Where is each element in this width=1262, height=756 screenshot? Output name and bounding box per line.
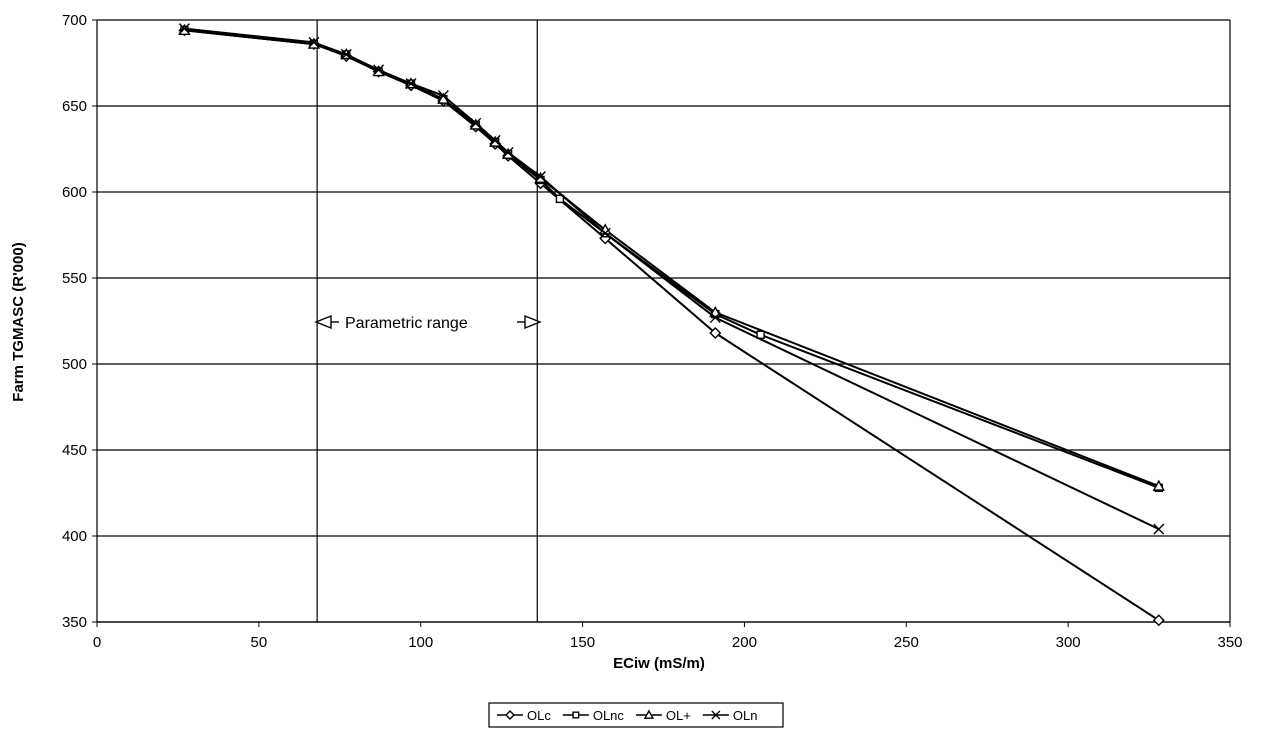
legend-label-OL+: OL+: [666, 708, 691, 723]
point-OLn-2: [340, 48, 352, 60]
legend-item-OLnc: OLnc: [562, 708, 625, 723]
series-line-OLnc: [184, 29, 1160, 489]
legend-marker-OLc: [505, 710, 515, 720]
y-tick-label-350: 350: [62, 614, 87, 631]
point-OLn-5: [437, 90, 449, 102]
y-tick-labels: 350 400 450 500 550 600 650 700: [62, 12, 97, 631]
legend-item-OL+: OL+: [635, 708, 691, 723]
x-tick-label-250: 250: [894, 634, 919, 651]
y-tick-label-450: 450: [62, 442, 87, 459]
parametric-range-label: Parametric range: [345, 315, 468, 332]
x-tick-label-150: 150: [570, 634, 595, 651]
point-OLn-0: [178, 23, 190, 35]
series-group: [178, 23, 1165, 627]
point-OLnc-10: [555, 194, 565, 204]
point-OL+-12: [1152, 479, 1165, 491]
legend: OLc OLnc OL+ OLn: [488, 702, 784, 728]
series-line-OL+: [184, 29, 1160, 488]
y-tick-label-700: 700: [62, 12, 87, 29]
legend-label-OLn: OLn: [733, 708, 758, 723]
series-OL+: [178, 23, 1165, 491]
x-tick-labels: 0 50 100 150 200 250 300 350: [93, 622, 1243, 651]
legend-label-OLc: OLc: [527, 708, 551, 723]
point-OLn-8: [502, 146, 514, 158]
y-tick-label-600: 600: [62, 184, 87, 201]
x-axis-title: ECiw (mS/m): [613, 655, 705, 672]
series-OLnc: [180, 26, 1163, 493]
x-tick-label-50: 50: [251, 634, 268, 651]
point-OLn-9: [534, 171, 546, 183]
y-axis-title: Farm TGMASC (R'000): [10, 242, 27, 401]
right-arrow-icon: [524, 314, 542, 330]
point-OLc-12: [1152, 614, 1165, 627]
legend-marker-OL+: [643, 709, 655, 719]
x-tick-label-300: 300: [1056, 634, 1081, 651]
point-OLn-7: [489, 134, 501, 146]
y-tick-label-400: 400: [62, 528, 87, 545]
point-OLn-1: [308, 36, 320, 48]
axes: [96, 20, 1231, 623]
x-tick-label-350: 350: [1217, 634, 1242, 651]
legend-marker-OLn: [711, 710, 721, 720]
point-OLc-11: [709, 327, 722, 340]
point-OLn-12: [1153, 523, 1165, 535]
legend-marker-OLnc: [572, 711, 580, 719]
x-tick-label-0: 0: [93, 634, 101, 651]
x-tick-label-100: 100: [408, 634, 433, 651]
legend-label-OLnc: OLnc: [593, 708, 625, 723]
legend-item-OLc: OLc: [497, 708, 551, 723]
point-OLn-6: [470, 117, 482, 129]
series-OLn: [178, 23, 1165, 535]
y-tick-label-500: 500: [62, 356, 87, 373]
point-OLn-10: [599, 227, 611, 239]
legend-item-OLn: OLn: [702, 708, 758, 723]
point-OLn-4: [405, 78, 417, 90]
point-OLn-3: [373, 64, 385, 76]
y-tick-label-550: 550: [62, 270, 87, 287]
y-tick-label-650: 650: [62, 98, 87, 115]
point-OLn-11: [709, 312, 721, 324]
left-arrow-icon: [314, 314, 332, 330]
gridlines: [97, 19, 1230, 623]
parametric-range-annotation: Parametric range: [314, 314, 542, 332]
x-tick-label-200: 200: [732, 634, 757, 651]
